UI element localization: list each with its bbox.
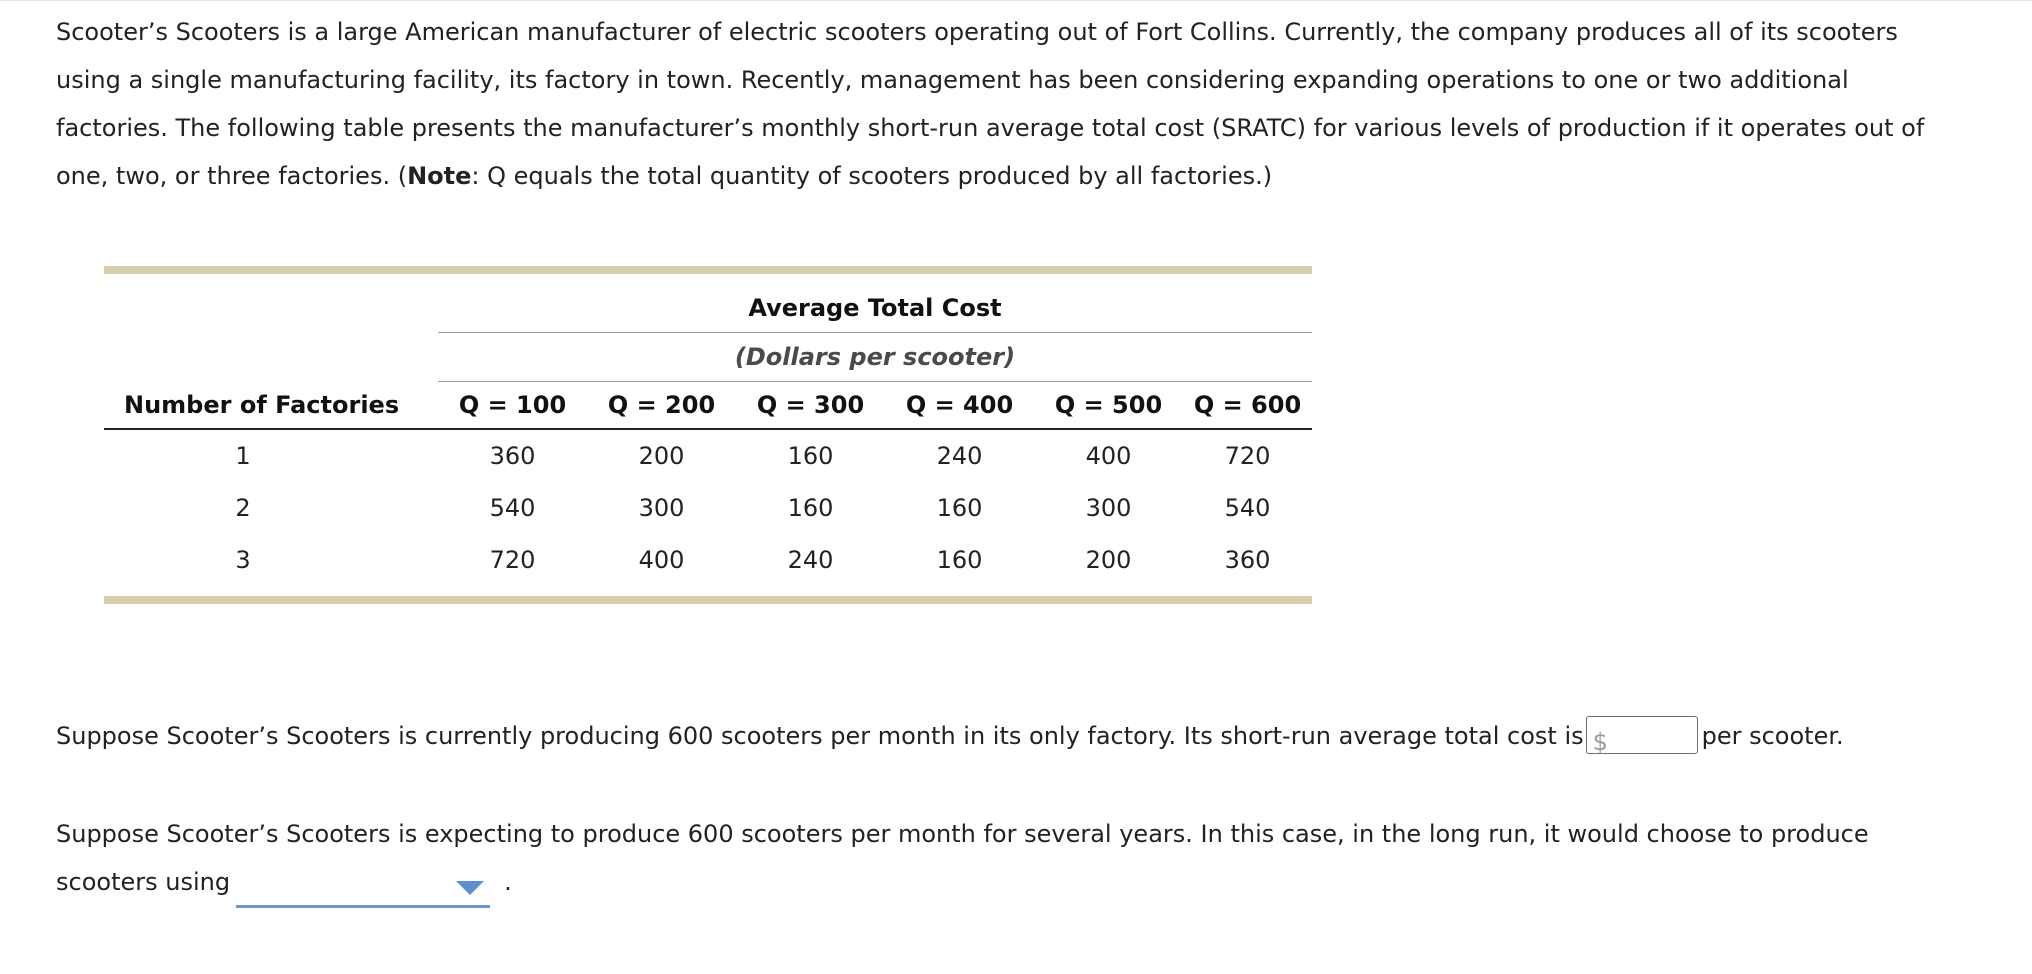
cost-cell: 300 (638, 494, 685, 522)
column-header: Q = 200 (587, 381, 736, 430)
table-row: 2 540 300 160 160 300 540 (104, 482, 1312, 534)
table-row: 3 720 400 240 160 200 360 (104, 534, 1312, 586)
cost-cell: 200 (638, 442, 685, 470)
factories-cell: 2 (235, 494, 251, 522)
question-2-text: Suppose Scooter’s Scooters is expecting … (56, 820, 1869, 896)
question-1-suffix: per scooter. (1701, 722, 1844, 750)
table-header-row: Number of Factories Q = 100 Q = 200 Q = … (104, 381, 1312, 430)
factories-cell: 1 (235, 442, 251, 470)
cost-cell: 540 (1224, 494, 1271, 522)
cost-cell: 360 (489, 442, 536, 470)
cost-cell: 400 (638, 546, 685, 574)
cost-cell: 240 (787, 546, 834, 574)
cost-table-container: Average Total Cost (Dollars per scooter)… (104, 266, 1312, 604)
cost-cell: 300 (1085, 494, 1132, 522)
triangle-down-icon[interactable] (456, 881, 485, 895)
cost-cell: 240 (936, 442, 983, 470)
column-header: Q = 100 (438, 381, 587, 430)
cost-cell: 160 (787, 494, 834, 522)
row-header-label: Number of Factories (104, 381, 438, 430)
intro-paragraph: Scooter’s Scooters is a large American m… (56, 8, 1956, 200)
question-2: Suppose Scooter’s Scooters is expecting … (56, 810, 1976, 908)
table-group-subtitle: (Dollars per scooter) (438, 332, 1312, 382)
average-total-cost-table: Average Total Cost (Dollars per scooter)… (104, 274, 1312, 596)
dollar-sign-label: $ (1592, 728, 1608, 756)
table-group-title: Average Total Cost (438, 284, 1312, 333)
question-1: Suppose Scooter’s Scooters is currently … (56, 714, 1844, 758)
sratc-answer-input[interactable] (1612, 719, 1697, 753)
factories-dropdown[interactable] (236, 869, 491, 908)
cost-cell: 400 (1085, 442, 1132, 470)
question-2-suffix: . (504, 868, 512, 896)
column-header: Q = 300 (736, 381, 885, 430)
sratc-answer-field[interactable]: $ (1585, 716, 1698, 756)
cost-cell: 720 (1224, 442, 1271, 470)
cost-cell: 160 (936, 494, 983, 522)
top-divider (0, 0, 2032, 1)
column-header: Q = 400 (885, 381, 1034, 430)
cost-cell: 540 (489, 494, 536, 522)
column-header: Q = 600 (1183, 381, 1312, 430)
table-row: 1 360 200 160 240 400 720 (104, 429, 1312, 482)
factories-cell: 3 (235, 546, 251, 574)
cost-cell: 360 (1224, 546, 1271, 574)
cost-cell: 200 (1085, 546, 1132, 574)
note-label: Note (407, 162, 472, 190)
intro-text-part2: : Q equals the total quantity of scooter… (471, 162, 1273, 190)
intro-text-part1: Scooter’s Scooters is a large American m… (56, 18, 1925, 190)
cost-cell: 160 (787, 442, 834, 470)
question-1-text: Suppose Scooter’s Scooters is currently … (56, 722, 1584, 750)
table-bottom-border (104, 596, 1312, 604)
column-header: Q = 500 (1034, 381, 1183, 430)
cost-cell: 720 (489, 546, 536, 574)
table-top-border (104, 266, 1312, 274)
cost-cell: 160 (936, 546, 983, 574)
